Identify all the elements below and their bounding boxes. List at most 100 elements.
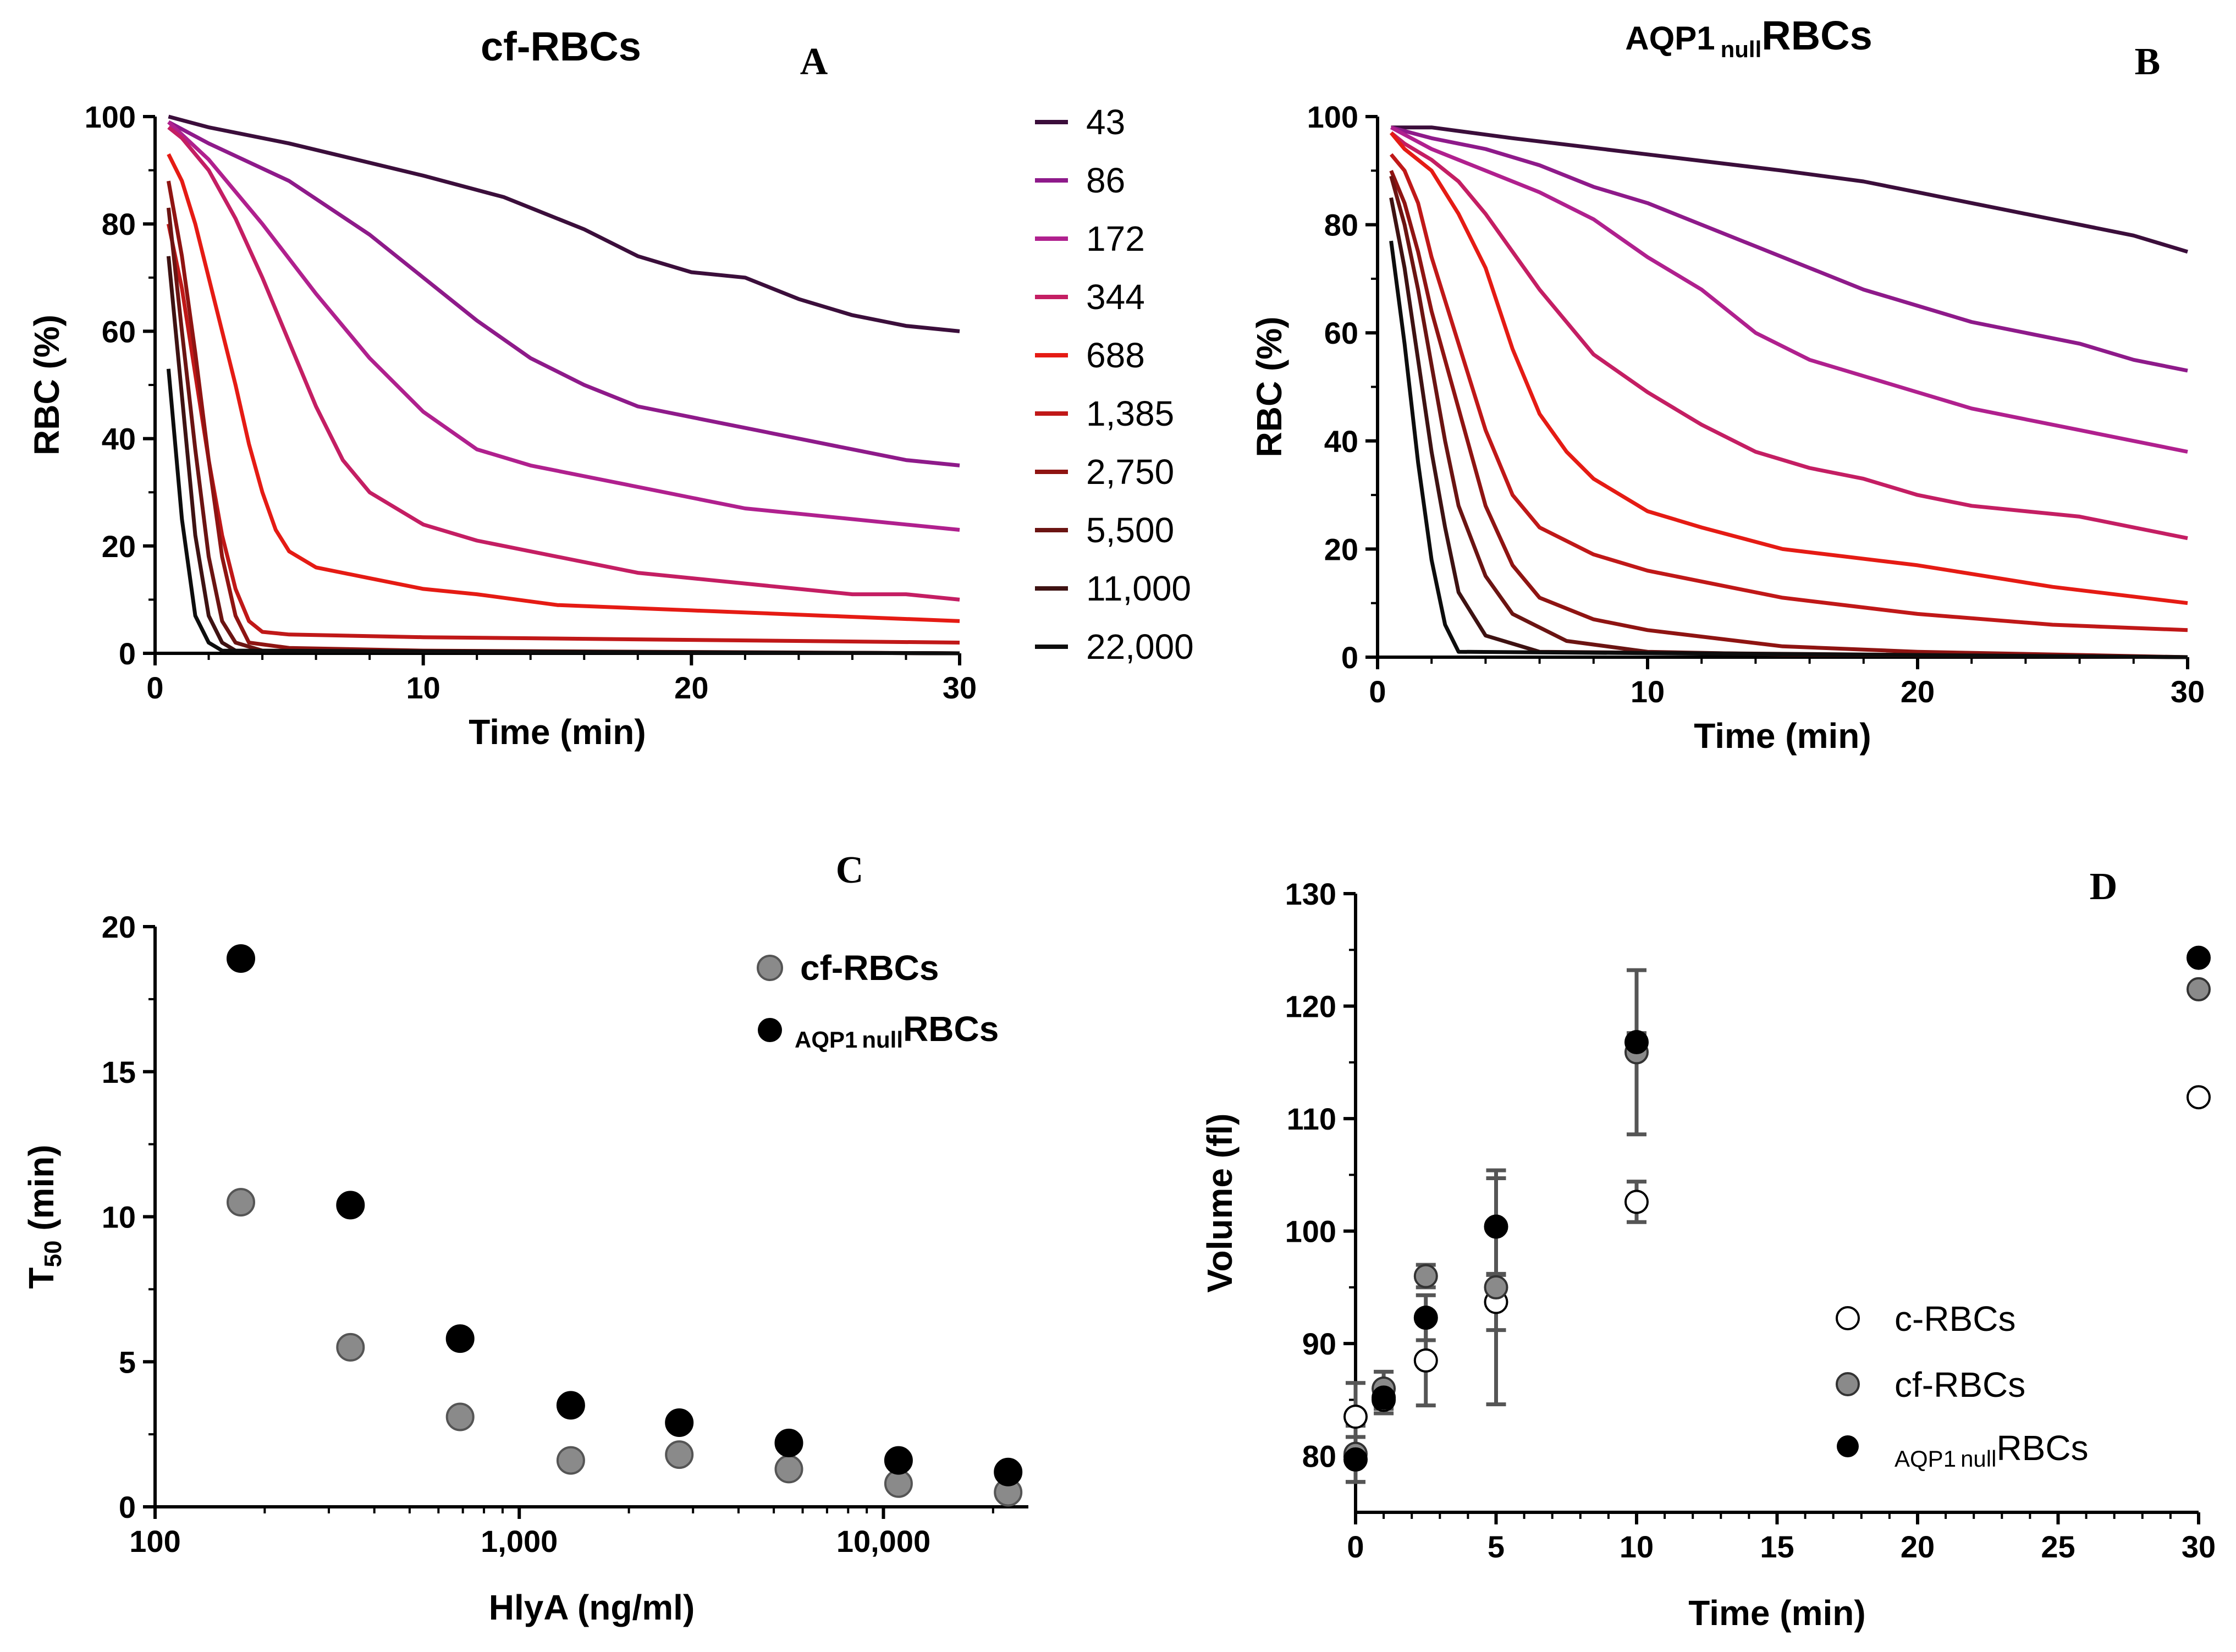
panel-d: D 80 90 100 110 120 130 0 5 10 15 20 25 30 Time (min)… — [1200, 866, 2216, 1633]
panel-d-x-tick-label: 30 — [2182, 1529, 2216, 1564]
panel-c-x-tick-label: 1,000 — [481, 1524, 558, 1559]
panel-b-y-axis-label: RBC (%) — [1249, 317, 1289, 458]
panel-a-x-tick-label: 10 — [406, 670, 440, 705]
panel-c-point-aqp1-null-rbcs — [556, 1391, 585, 1420]
legend-aqp1-rest: RBCs — [903, 1009, 999, 1049]
panel-b-title-main: AQP1 — [1625, 20, 1715, 57]
legend-marker-cf-rbcs-d — [1836, 1372, 1860, 1396]
panel-d-point-cf-rbcs — [1484, 1275, 1508, 1299]
panel-b-y-tick-label: 0 — [1341, 640, 1358, 675]
panel-a-y-tick-label: 60 — [102, 314, 136, 349]
legend-aqp1-main: AQP1 — [795, 1027, 857, 1053]
panel-d-point-aqp1-null-rbcs — [1413, 1306, 1438, 1330]
legend-aqp1-sub: null — [862, 1027, 903, 1053]
panel-d-point-aqp1-null-rbcs — [2187, 945, 2211, 970]
panel-c-point-aqp1-null-rbcs — [227, 944, 255, 973]
panel-c-point-aqp1-null-rbcs — [994, 1457, 1023, 1486]
panel-b-x-tick-label: 0 — [1369, 674, 1386, 709]
panel-b-series-line-688 — [1389, 131, 2188, 605]
panel-b-x-axis-label: Time (min) — [1694, 716, 1871, 756]
panel-a: cf-RBCs A 43 86 172 344 688 1,385 2,750 5,500 11… — [27, 24, 1194, 752]
panel-c-point-aqp1-null-rbcs — [445, 1324, 475, 1353]
panel-b-series-line-2-750 — [1389, 169, 2188, 659]
legend-label-5-500: 5,500 — [1086, 510, 1174, 550]
legend-label-172: 172 — [1086, 219, 1145, 258]
panel-d-x-axis-label: Time (min) — [1688, 1593, 1865, 1633]
panel-a-series-line-5-500 — [166, 207, 960, 656]
panel-d-y-tick-label: 90 — [1302, 1326, 1336, 1361]
panel-c-point-aqp1-null-rbcs — [336, 1191, 365, 1220]
legend-label-43: 43 — [1086, 102, 1125, 142]
panel-d-x-tick-label: 15 — [1760, 1529, 1794, 1564]
legend-label-22-000: 22,000 — [1086, 627, 1194, 667]
panel-b-x-tick-label: 30 — [2171, 674, 2205, 709]
panel-a-title: cf-RBCs — [481, 24, 641, 69]
panel-d-x-tick-label: 20 — [1901, 1529, 1935, 1564]
panel-b-series-line-86 — [1390, 125, 2188, 373]
panel-a-x-tick-label: 20 — [674, 670, 708, 705]
panel-c-x-tick-label: 10,000 — [836, 1524, 930, 1559]
panel-c-point-aqp1-null-rbcs — [774, 1428, 803, 1457]
legend-label-aqp1-null-rbcs: AQP1 nullRBCs — [795, 1009, 999, 1053]
panel-a-y-tick-label: 80 — [102, 207, 136, 241]
panel-b-y-tick-label: 20 — [1324, 532, 1358, 566]
panel-b-y-tick-label: 40 — [1324, 424, 1358, 459]
panel-a-series-line-172 — [167, 120, 960, 532]
panel-b-letter: B — [2135, 41, 2161, 83]
panel-d-point-cf-rbcs — [2187, 977, 2211, 1001]
panel-b-x-tick-label: 10 — [1631, 674, 1665, 709]
panel-c-y-tick-label: 5 — [119, 1345, 136, 1379]
panel-a-series-line-86 — [167, 120, 960, 467]
legend-label-c-rbcs: c-RBCs — [1894, 1299, 2015, 1339]
panel-b-y-tick-label: 80 — [1324, 208, 1358, 243]
panel-a-series-line-22-000 — [166, 368, 960, 656]
panel-c-y-label-main: T — [21, 1268, 61, 1289]
panel-d-x-tick-label: 5 — [1488, 1529, 1505, 1564]
panel-b-series-line-11-000 — [1389, 197, 2188, 659]
panel-d-legend: c-RBCs cf-RBCs AQP1 nullRBCs — [1836, 1299, 2089, 1472]
panel-b-x-tick-label: 20 — [1901, 674, 1935, 709]
panel-a-x-tick-label: 30 — [943, 670, 977, 705]
panel-d-y-axis-label: Volume (fl) — [1200, 1114, 1240, 1293]
legend-label-cf-rbcs: cf-RBCs — [800, 948, 939, 988]
panel-a-series-line-688 — [167, 153, 960, 623]
panel-d-y-tick-label: 100 — [1285, 1214, 1336, 1249]
panel-d-letter: D — [2090, 866, 2118, 908]
panel-d-point-cf-rbcs — [1413, 1264, 1438, 1288]
panel-c-y-axis-label: T50 (min) — [21, 1144, 67, 1288]
panel-d-point-aqp1-null-rbcs — [1372, 1385, 1396, 1410]
legend-label-86: 86 — [1086, 161, 1125, 200]
panel-b: AQP1 nullRBCs B 0 20 40 60 80 100 0 10 20 30 Time (… — [1249, 13, 2205, 756]
panel-a-series-line-2-750 — [166, 180, 960, 656]
panel-c-letter: C — [836, 849, 864, 891]
panel-c-point-cf-rbcs — [556, 1446, 585, 1475]
panel-a-series-line-344 — [167, 125, 960, 602]
panel-a-y-axis-label: RBC (%) — [27, 315, 67, 455]
panel-c-point-cf-rbcs — [227, 1188, 255, 1217]
legend-d-aqp1-main: AQP1 — [1894, 1446, 1956, 1472]
panel-c-point-aqp1-null-rbcs — [884, 1446, 913, 1475]
panel-c-y-label-rest: (min) — [21, 1144, 61, 1240]
panel-d-point-c-rbcs — [2187, 1085, 2211, 1110]
panel-b-y-tick-label: 60 — [1324, 316, 1358, 350]
panel-d-y-tick-label: 80 — [1302, 1439, 1336, 1474]
panel-a-y-tick-label: 0 — [119, 636, 136, 671]
legend-marker-cf-rbcs — [757, 955, 783, 981]
panel-d-point-aqp1-null-rbcs — [1484, 1214, 1508, 1239]
legend-label-344: 344 — [1086, 277, 1145, 317]
legend-d-aqp1-sub: null — [1960, 1446, 1996, 1472]
legend-d-aqp1-rest: RBCs — [1996, 1428, 2088, 1468]
panel-d-point-aqp1-null-rbcs — [1624, 1030, 1649, 1054]
panel-c-point-cf-rbcs — [445, 1402, 475, 1431]
panel-d-point-c-rbcs — [1624, 1190, 1649, 1214]
panel-d-y-tick-label: 110 — [1287, 1102, 1336, 1136]
panel-b-series-line-172 — [1390, 125, 2188, 454]
panel-c-point-cf-rbcs — [774, 1455, 803, 1484]
panel-c-point-cf-rbcs — [336, 1332, 365, 1362]
panel-d-y-tick-label: 130 — [1285, 877, 1336, 911]
panel-c-legend: cf-RBCs AQP1 nullRBCs — [757, 948, 999, 1053]
legend-label-688: 688 — [1086, 335, 1145, 375]
panel-b-series-line-1-385 — [1389, 153, 2188, 632]
panel-c-y-tick-label: 10 — [102, 1200, 136, 1235]
panel-a-letter: A — [800, 41, 828, 83]
